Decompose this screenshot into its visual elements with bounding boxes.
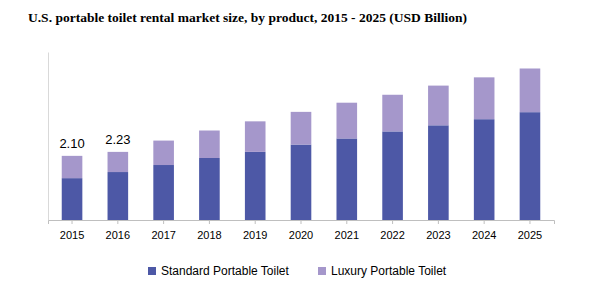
x-tick-label: 2015 xyxy=(60,229,84,241)
x-tick-mark xyxy=(392,220,393,224)
x-tick-mark xyxy=(255,220,256,224)
y-axis-line xyxy=(48,53,49,221)
x-tick: 2021 xyxy=(335,220,359,241)
bar xyxy=(199,158,220,220)
bar xyxy=(108,172,129,220)
legend: Standard Portable Toilet Luxury Portable … xyxy=(148,264,447,278)
legend-label: Luxury Portable Toilet xyxy=(331,264,447,278)
x-tick: 2025 xyxy=(518,220,542,241)
legend-item: Standard Portable Toilet xyxy=(148,264,290,278)
series-bars xyxy=(62,68,541,178)
x-tick: 2016 xyxy=(106,220,130,241)
x-tick-mark xyxy=(484,220,485,224)
title: U.S. portable toilet rental market size,… xyxy=(28,10,467,25)
x-tick-mark xyxy=(438,220,439,224)
bar xyxy=(245,121,266,152)
bar xyxy=(382,95,403,132)
y-axis xyxy=(48,53,49,221)
bar xyxy=(336,103,357,139)
x-tick-label: 2019 xyxy=(243,229,267,241)
bar xyxy=(520,68,541,112)
x-tick-mark xyxy=(529,220,530,224)
bar xyxy=(153,165,174,220)
x-tick-label: 2022 xyxy=(380,229,404,241)
x-tick-mark xyxy=(117,220,118,224)
bar xyxy=(428,86,449,126)
x-tick: 2024 xyxy=(472,220,496,241)
x-tick-label: 2018 xyxy=(197,229,221,241)
x-tick-mark xyxy=(163,220,164,224)
x-tick-mark xyxy=(346,220,347,224)
annotation: 2.23 xyxy=(105,132,130,147)
bar xyxy=(291,112,312,145)
x-axis: 2015 2016 2017 2018 2019 2020 2021 2022 2023 2024… xyxy=(49,220,555,241)
chart: U.S. portable toilet rental market size,… xyxy=(0,0,600,300)
bar xyxy=(62,156,83,178)
bars xyxy=(62,68,541,220)
x-tick: 2020 xyxy=(289,220,313,241)
bar xyxy=(474,77,495,119)
bar xyxy=(520,112,541,220)
bar xyxy=(199,131,220,158)
bar xyxy=(474,119,495,220)
bar xyxy=(291,145,312,220)
x-tick: 2015 xyxy=(60,220,84,241)
series-bars xyxy=(62,112,541,220)
x-axis-line xyxy=(49,221,555,225)
x-tick-label: 2021 xyxy=(335,229,359,241)
legend-swatch xyxy=(148,267,156,275)
x-tick-label: 2024 xyxy=(472,229,496,241)
x-tick-mark xyxy=(72,220,73,224)
bar xyxy=(62,178,83,220)
bar xyxy=(428,125,449,220)
x-tick: 2019 xyxy=(243,220,267,241)
x-tick-label: 2016 xyxy=(106,229,130,241)
x-tick-label: 2020 xyxy=(289,229,313,241)
x-tick: 2017 xyxy=(151,220,175,241)
x-tick-label: 2017 xyxy=(151,229,175,241)
x-tick: 2022 xyxy=(380,220,404,241)
bar xyxy=(382,131,403,220)
x-tick: 2023 xyxy=(426,220,450,241)
annotation: 2.10 xyxy=(59,136,84,151)
bar xyxy=(245,152,266,220)
bar xyxy=(153,141,174,165)
legend-item: Luxury Portable Toilet xyxy=(318,264,447,278)
bar xyxy=(336,138,357,220)
bar xyxy=(108,152,129,172)
legend-swatch xyxy=(318,267,326,275)
x-tick-label: 2023 xyxy=(426,229,450,241)
x-tick-mark xyxy=(209,220,210,224)
x-tick: 2018 xyxy=(197,220,221,241)
legend-label: Standard Portable Toilet xyxy=(161,264,290,278)
x-tick-mark xyxy=(301,220,302,224)
x-tick-label: 2025 xyxy=(518,229,542,241)
